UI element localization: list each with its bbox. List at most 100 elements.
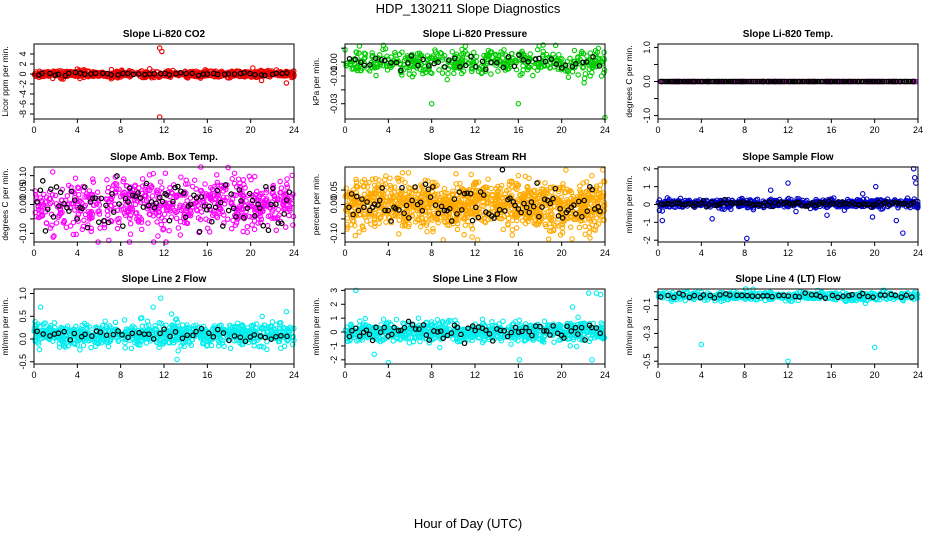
black-point bbox=[39, 70, 45, 77]
data-point bbox=[177, 232, 184, 238]
black-point bbox=[769, 78, 776, 85]
black-point bbox=[723, 78, 730, 85]
data-point bbox=[158, 221, 165, 228]
data-point bbox=[133, 71, 140, 77]
black-point bbox=[716, 78, 723, 85]
x-tick-label: 0 bbox=[31, 125, 36, 135]
data-point bbox=[469, 68, 475, 75]
data-point bbox=[430, 228, 436, 235]
black-point bbox=[536, 55, 542, 62]
data-point bbox=[259, 313, 265, 320]
black-point bbox=[860, 78, 867, 85]
data-point bbox=[596, 56, 603, 62]
black-point bbox=[183, 70, 189, 77]
black-point bbox=[711, 78, 717, 85]
data-point bbox=[569, 236, 575, 242]
data-point bbox=[221, 220, 227, 226]
data-point bbox=[365, 66, 371, 72]
data-point bbox=[198, 209, 205, 215]
black-point bbox=[72, 69, 79, 76]
data-point bbox=[384, 53, 390, 60]
y-tick-label: 0.0 bbox=[642, 75, 652, 88]
data-point bbox=[218, 71, 224, 77]
black-point bbox=[500, 64, 507, 71]
black-point bbox=[693, 78, 699, 85]
y-axis-label: ml/min per min. bbox=[624, 175, 634, 233]
data-point bbox=[589, 62, 596, 69]
data-point bbox=[459, 46, 465, 53]
black-point bbox=[426, 63, 432, 69]
x-tick-label: 24 bbox=[913, 125, 923, 135]
data-point bbox=[513, 225, 520, 231]
black-point bbox=[204, 71, 210, 77]
data-point bbox=[535, 60, 541, 67]
data-point bbox=[187, 195, 194, 201]
black-point bbox=[910, 78, 917, 85]
black-point bbox=[864, 78, 870, 85]
data-point bbox=[552, 42, 559, 49]
black-point bbox=[92, 70, 99, 77]
data-point bbox=[89, 176, 96, 182]
black-point bbox=[273, 70, 280, 77]
black-point bbox=[758, 78, 765, 85]
data-point bbox=[277, 189, 283, 196]
y-tick-label: 2 bbox=[18, 61, 28, 66]
y-tick-label: -2 bbox=[642, 236, 652, 244]
black-point bbox=[200, 71, 207, 77]
data-point bbox=[269, 215, 275, 221]
y-tick-label: 1 bbox=[642, 184, 652, 189]
data-point bbox=[162, 170, 169, 177]
data-point bbox=[47, 225, 54, 231]
black-point bbox=[53, 184, 60, 190]
data-point bbox=[356, 229, 363, 235]
data-point bbox=[72, 175, 79, 181]
black-point bbox=[462, 62, 469, 69]
data-point bbox=[244, 223, 251, 230]
outlier-point bbox=[283, 80, 290, 86]
data-point bbox=[499, 51, 506, 57]
data-point bbox=[193, 186, 199, 192]
data-point bbox=[51, 320, 58, 326]
x-tick-label: 12 bbox=[470, 125, 480, 135]
data-point bbox=[531, 64, 538, 71]
black-point bbox=[765, 78, 772, 85]
data-point bbox=[454, 226, 461, 233]
data-point bbox=[530, 72, 536, 79]
black-point bbox=[260, 222, 267, 229]
data-point bbox=[139, 226, 145, 233]
data-point bbox=[471, 49, 477, 56]
black-point bbox=[352, 56, 359, 63]
data-point bbox=[485, 47, 492, 54]
data-point bbox=[461, 231, 467, 238]
y-tick-label: -0.01 bbox=[329, 66, 339, 87]
data-point bbox=[399, 49, 405, 55]
black-point bbox=[903, 78, 910, 85]
black-point bbox=[265, 227, 272, 234]
x-tick-label: 20 bbox=[246, 125, 256, 135]
data-point bbox=[586, 229, 592, 236]
data-point bbox=[56, 67, 62, 74]
x-tick-label: 16 bbox=[513, 125, 523, 135]
black-point bbox=[876, 78, 883, 85]
data-point bbox=[434, 54, 440, 60]
black-point bbox=[284, 70, 290, 76]
data-point bbox=[282, 224, 289, 230]
black-point bbox=[488, 59, 494, 66]
black-point bbox=[832, 78, 839, 85]
black-point bbox=[596, 63, 603, 69]
data-point bbox=[581, 80, 587, 86]
data-point bbox=[263, 187, 270, 193]
y-axis-label: Licor ppm per min. bbox=[0, 46, 10, 116]
data-point bbox=[522, 173, 529, 180]
black-point bbox=[735, 78, 741, 85]
x-tick-label: 12 bbox=[783, 125, 793, 135]
data-point bbox=[166, 228, 172, 234]
data-point bbox=[582, 71, 589, 77]
outlier-point bbox=[250, 65, 256, 71]
black-point bbox=[247, 70, 253, 77]
data-point bbox=[540, 48, 546, 54]
data-point bbox=[154, 190, 161, 196]
data-point bbox=[286, 212, 292, 219]
black-point bbox=[562, 62, 569, 69]
